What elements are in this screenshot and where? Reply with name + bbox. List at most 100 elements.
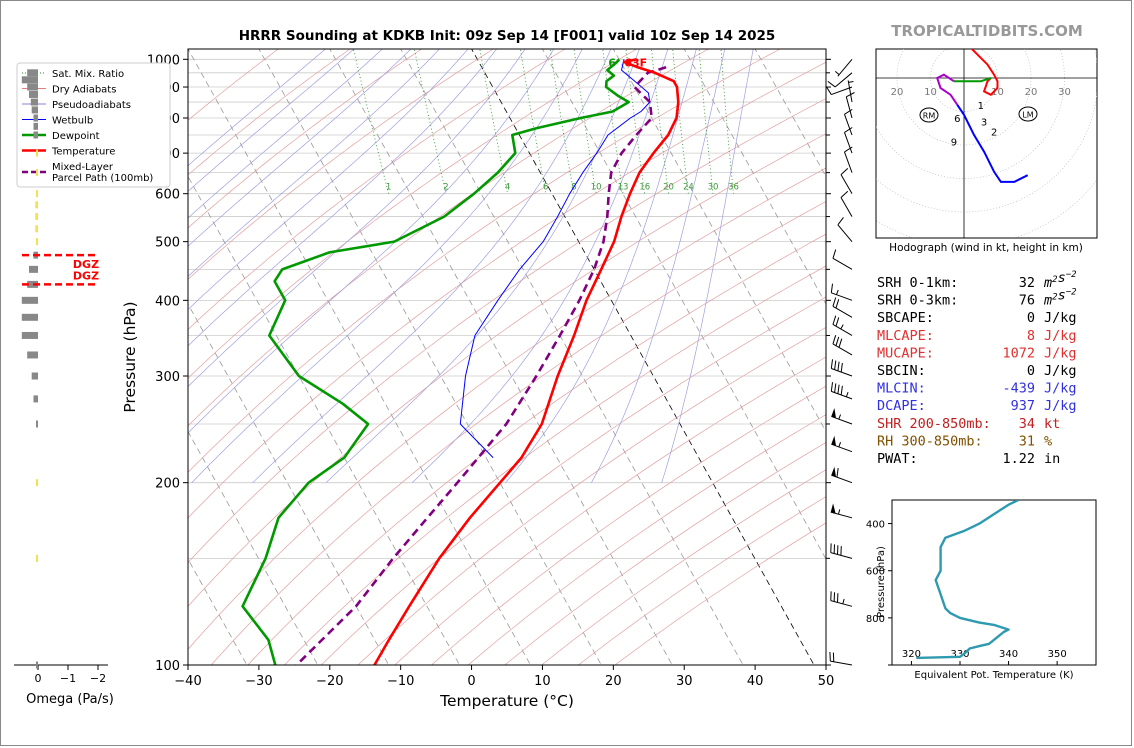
dry-adiabat <box>188 49 351 176</box>
mixing-ratio-line <box>698 49 714 194</box>
wind-barb <box>840 168 853 194</box>
wind-barb-staff <box>832 305 853 318</box>
dry-adiabat <box>188 49 423 229</box>
index-unit: J/kg <box>1044 363 1077 379</box>
wind-barb <box>844 108 853 136</box>
omega-bar <box>27 351 38 359</box>
wind-barb-staff <box>840 174 853 194</box>
mixing-ratio-line <box>479 49 509 194</box>
wind-barb-full <box>840 168 849 176</box>
wind-barb-half <box>840 324 844 330</box>
index-label: PWAT: <box>877 451 918 467</box>
wind-barb-full <box>840 190 849 198</box>
x-tick-label: 30 <box>676 674 693 689</box>
index-unit-part: 2 <box>1052 275 1057 285</box>
theta-e-frame <box>891 499 1097 666</box>
hodograph-ring-label: 10 <box>924 87 937 98</box>
wind-barb-full <box>835 336 840 346</box>
index-value: 76 <box>1019 293 1035 309</box>
dry-adiabat <box>188 167 826 650</box>
x-tick-label: −30 <box>245 674 272 689</box>
pseudoadiabat <box>252 49 612 483</box>
x-tick-label: −10 <box>387 674 414 689</box>
wind-barb <box>830 283 853 301</box>
mixing-ratio-line <box>413 49 447 194</box>
wind-barb-staff <box>832 343 853 356</box>
wind-barb-staff <box>845 96 853 119</box>
wind-barb <box>831 466 853 484</box>
legend-label: Dry Adiabats <box>52 85 116 96</box>
wind-barb <box>832 335 853 356</box>
surface-dewpoint-label: 6 <box>608 56 616 69</box>
pseudoadiabat <box>188 49 440 277</box>
pseudoadiabat <box>188 49 355 192</box>
x-tick-label: 20 <box>605 674 622 689</box>
pseudoadiabat <box>505 49 697 483</box>
omega-bar <box>27 83 38 91</box>
hodograph-frame <box>875 48 1098 239</box>
index-label: SBCAPE: <box>877 310 934 326</box>
wind-barb-half <box>842 598 845 604</box>
skewt-plot-area <box>187 48 827 666</box>
dry-adiabat <box>188 98 826 564</box>
hodograph: 20 10 10 20 30 1 23 6 9 RM LM <box>876 49 1097 238</box>
mixing-ratio-label: 6 <box>543 183 548 193</box>
omega-bar <box>33 131 38 139</box>
wind-barb <box>830 543 853 559</box>
dry-adiabat <box>431 385 826 665</box>
pseudoadiabat <box>191 49 583 483</box>
wind-barb-staff <box>831 292 853 301</box>
wind-barb <box>845 92 855 119</box>
index-unit: m2s−2 <box>1043 288 1077 309</box>
wind-barb-full <box>844 127 853 133</box>
theta-e-y-label: Pressure (hPa) <box>876 546 887 618</box>
wind-barb-staff <box>832 257 853 270</box>
omega-bar <box>33 395 38 403</box>
omega-bar <box>35 201 38 209</box>
index-value: 937 <box>1011 398 1035 414</box>
dry-adiabat <box>467 414 826 665</box>
hodograph-height-label: 1 <box>978 101 984 112</box>
isotherm <box>188 49 531 665</box>
dry-adiabat <box>320 296 826 665</box>
wind-barb <box>844 127 853 154</box>
hodograph-height-label: 6 <box>954 114 960 125</box>
x-tick-label: 40 <box>747 674 764 689</box>
x-tick-label: −20 <box>316 674 343 689</box>
theta-x-tick-label: 330 <box>950 649 969 660</box>
wind-barb-staff <box>834 72 853 88</box>
wind-barb-half <box>836 289 839 295</box>
dry-adiabat <box>188 61 826 519</box>
skewt-background-lines: 1 2 4 6 8 10 13 16 20 24 30 36 <box>188 49 826 665</box>
wind-barb <box>830 382 853 400</box>
index-unit: % <box>1044 433 1052 449</box>
wind-barb-half <box>848 81 854 83</box>
wind-barb-full <box>827 80 836 88</box>
isotherm <box>188 175 460 665</box>
wind-barb <box>840 190 853 217</box>
omega-bar <box>35 225 38 233</box>
wind-barb <box>832 249 853 270</box>
index-label: MLCIN: <box>877 381 926 397</box>
theta-y-tick-label: 800 <box>866 614 885 625</box>
index-value: 34 <box>1019 416 1035 432</box>
isotherm <box>471 49 815 665</box>
omega-bar <box>36 479 38 487</box>
index-unit: J/kg <box>1044 328 1077 344</box>
mixing-ratio-label: 24 <box>683 183 694 193</box>
wind-barb-flag <box>831 408 836 419</box>
series-dewpoint <box>241 58 631 665</box>
pseudoadiabat <box>591 49 726 483</box>
mixing-ratio-line <box>672 49 689 194</box>
wind-barb-staff <box>837 224 853 242</box>
omega-bar <box>27 69 38 77</box>
pseudoadiabat <box>411 49 669 483</box>
pseudoadiabat <box>325 49 640 483</box>
pseudoadiabat <box>188 49 326 167</box>
series-temperature <box>373 58 680 665</box>
isotherm <box>188 303 390 665</box>
pseudoadiabat <box>188 49 412 247</box>
dry-adiabat <box>188 49 638 379</box>
wind-barb <box>830 359 853 377</box>
